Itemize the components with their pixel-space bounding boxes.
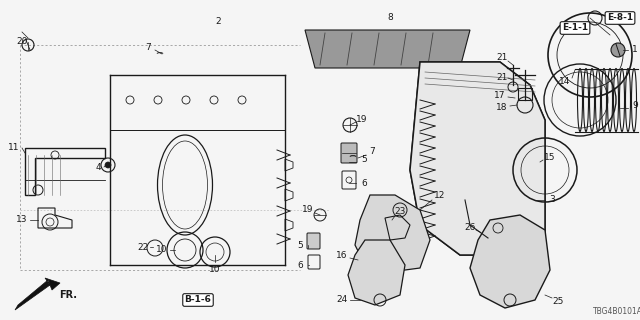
- Polygon shape: [355, 195, 430, 272]
- Text: 22: 22: [138, 243, 148, 252]
- FancyBboxPatch shape: [341, 143, 357, 163]
- Circle shape: [105, 162, 111, 168]
- Text: 19: 19: [302, 205, 314, 214]
- Text: 10: 10: [209, 266, 221, 275]
- Text: 5: 5: [361, 156, 367, 164]
- Text: 18: 18: [496, 103, 508, 113]
- Text: 4: 4: [95, 164, 101, 172]
- Text: 2: 2: [215, 18, 221, 27]
- Text: 9: 9: [632, 100, 638, 109]
- Text: 16: 16: [336, 252, 348, 260]
- Text: 23: 23: [394, 207, 406, 217]
- Text: 11: 11: [8, 143, 20, 153]
- Text: 24: 24: [337, 295, 348, 305]
- Text: E-1-1: E-1-1: [562, 23, 588, 33]
- Text: FR.: FR.: [59, 290, 77, 300]
- Text: 26: 26: [464, 223, 476, 233]
- Text: 7: 7: [145, 44, 151, 52]
- Text: 14: 14: [559, 77, 571, 86]
- Polygon shape: [470, 215, 550, 308]
- Text: E-8-1: E-8-1: [607, 13, 633, 22]
- Polygon shape: [305, 30, 470, 68]
- Text: 7: 7: [369, 148, 375, 156]
- Text: 15: 15: [544, 154, 556, 163]
- FancyBboxPatch shape: [307, 233, 320, 249]
- Polygon shape: [410, 62, 545, 255]
- Text: B-1-6: B-1-6: [184, 295, 211, 305]
- Text: 13: 13: [16, 215, 28, 225]
- Text: 17: 17: [494, 91, 506, 100]
- Text: 21: 21: [496, 53, 508, 62]
- Polygon shape: [348, 240, 405, 305]
- Text: 3: 3: [549, 196, 555, 204]
- Text: 5: 5: [297, 241, 303, 250]
- Text: 21: 21: [496, 74, 508, 83]
- Text: 10: 10: [156, 245, 168, 254]
- Text: 8: 8: [387, 13, 393, 22]
- Circle shape: [611, 43, 625, 57]
- Text: 25: 25: [552, 298, 564, 307]
- Text: 6: 6: [297, 260, 303, 269]
- Polygon shape: [15, 278, 60, 310]
- Text: 12: 12: [435, 190, 445, 199]
- Text: 6: 6: [361, 179, 367, 188]
- Text: 1: 1: [632, 45, 638, 54]
- Text: 19: 19: [356, 116, 368, 124]
- Text: TBG4B0101A: TBG4B0101A: [593, 308, 640, 316]
- Text: 20: 20: [16, 37, 28, 46]
